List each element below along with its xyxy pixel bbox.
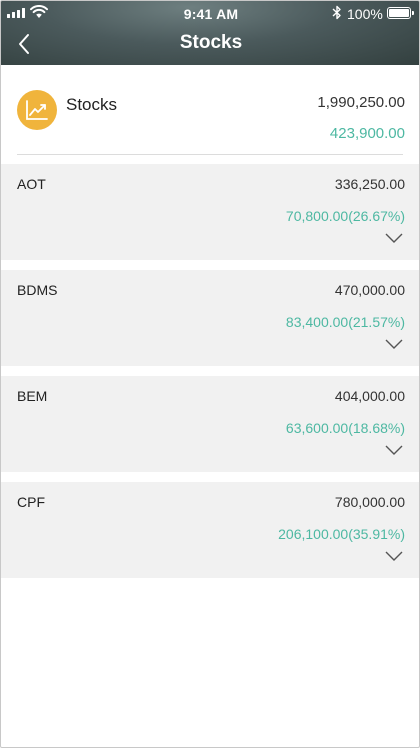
bluetooth-icon bbox=[332, 5, 341, 20]
holding-value: 336,250.00 bbox=[334, 176, 405, 192]
status-bar: 9:41 AM 100% bbox=[1, 1, 419, 27]
holding-card[interactable]: AOT 336,250.00 70,800.00(26.67%) bbox=[1, 164, 419, 260]
chevron-down-icon[interactable] bbox=[385, 232, 403, 244]
chart-trend-icon bbox=[17, 90, 57, 130]
divider bbox=[17, 154, 403, 155]
holding-symbol: CPF bbox=[17, 494, 45, 510]
holdings-list: AOT 336,250.00 70,800.00(26.67%) BDMS 47… bbox=[1, 164, 419, 588]
holding-symbol: AOT bbox=[17, 176, 46, 192]
holding-value: 470,000.00 bbox=[334, 282, 405, 298]
chevron-left-icon bbox=[19, 34, 29, 54]
summary-gain: 423,900.00 bbox=[329, 125, 405, 142]
stocks-summary: Stocks 1,990,250.00 423,900.00 bbox=[1, 65, 419, 155]
back-button[interactable] bbox=[11, 31, 37, 57]
chevron-down-icon[interactable] bbox=[385, 550, 403, 562]
wifi-icon bbox=[30, 5, 48, 18]
holding-card[interactable]: BEM 404,000.00 63,600.00(18.68%) bbox=[1, 376, 419, 472]
battery-percent: 100% bbox=[347, 6, 383, 22]
holding-symbol: BDMS bbox=[17, 282, 58, 298]
holding-value: 404,000.00 bbox=[334, 388, 405, 404]
holding-card[interactable]: BDMS 470,000.00 83,400.00(21.57%) bbox=[1, 270, 419, 366]
chevron-down-icon[interactable] bbox=[385, 338, 403, 350]
holding-card[interactable]: CPF 780,000.00 206,100.00(35.91%) bbox=[1, 482, 419, 578]
signal-icon bbox=[7, 8, 25, 18]
holding-change: 206,100.00(35.91%) bbox=[278, 526, 405, 542]
status-time: 9:41 AM bbox=[183, 6, 239, 22]
holding-change: 70,800.00(26.67%) bbox=[285, 208, 405, 224]
battery-icon bbox=[387, 7, 414, 19]
summary-total: 1,990,250.00 bbox=[317, 94, 405, 111]
holding-change: 63,600.00(18.68%) bbox=[285, 420, 405, 436]
page-title: Stocks bbox=[179, 32, 243, 53]
chevron-down-icon[interactable] bbox=[385, 444, 403, 456]
holding-symbol: BEM bbox=[17, 388, 48, 404]
holding-value: 780,000.00 bbox=[334, 494, 405, 510]
header: 9:41 AM 100% Stocks bbox=[1, 1, 419, 65]
holding-change: 83,400.00(21.57%) bbox=[285, 314, 405, 330]
summary-title: Stocks bbox=[66, 95, 118, 114]
